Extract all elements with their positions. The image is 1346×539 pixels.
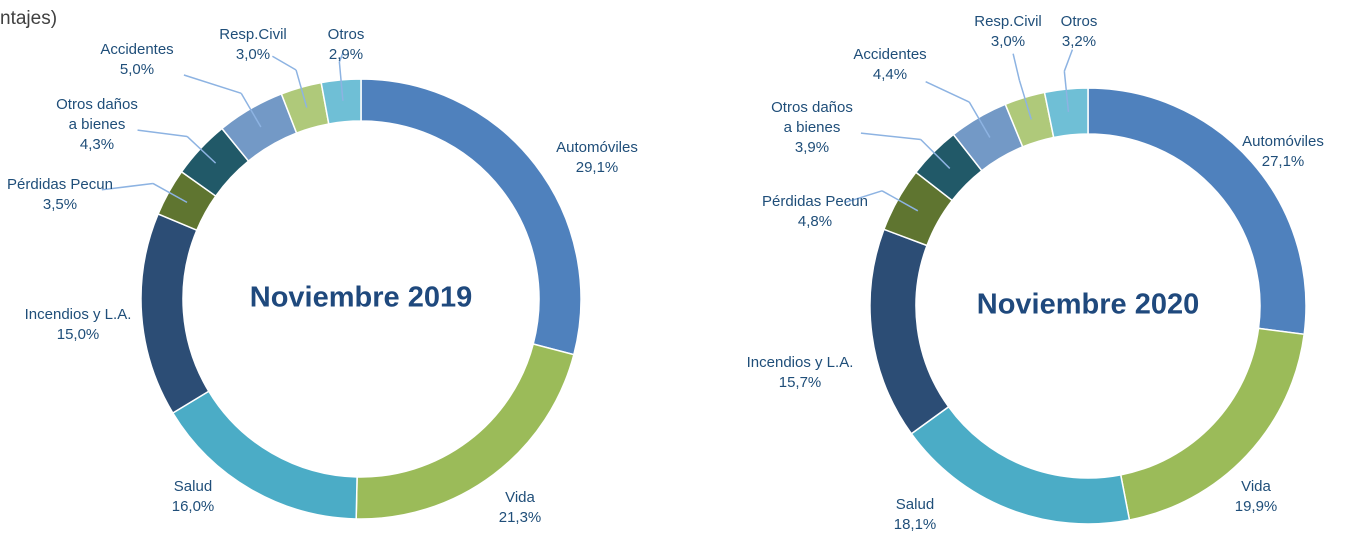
leader-line bbox=[240, 92, 262, 128]
slice-label: Automóviles 27,1% bbox=[1242, 132, 1324, 172]
slice-label: Incendios y L.A. 15,0% bbox=[25, 305, 132, 345]
value-label: 29,1% bbox=[575, 159, 619, 176]
leader-line bbox=[186, 135, 217, 164]
leader-line bbox=[881, 190, 919, 212]
value-label: 3,0% bbox=[990, 33, 1026, 50]
value-label: 27,1% bbox=[1261, 153, 1305, 170]
slice-label: Vida 19,9% bbox=[1235, 477, 1278, 517]
leader-line bbox=[338, 52, 344, 63]
category-label: Accidentes bbox=[100, 41, 174, 58]
value-label: 3,2% bbox=[1061, 33, 1097, 50]
value-label: 4,8% bbox=[797, 213, 833, 230]
leader-line bbox=[295, 69, 308, 108]
category-label: Salud bbox=[895, 496, 935, 513]
value-label: 3,5% bbox=[42, 196, 78, 213]
slice-label: Resp.Civil 3,0% bbox=[974, 12, 1042, 52]
slice-label: Accidentes 4,4% bbox=[853, 45, 926, 85]
leader-line bbox=[968, 101, 991, 138]
category-label: Incendios y L.A. bbox=[746, 354, 854, 371]
leader-line bbox=[920, 138, 951, 169]
leader-line bbox=[101, 182, 154, 191]
value-label: 15,0% bbox=[56, 326, 100, 343]
value-label: 2,9% bbox=[328, 46, 364, 63]
leader-line bbox=[137, 129, 188, 138]
category-label: Vida bbox=[1241, 478, 1271, 495]
slice bbox=[910, 405, 1131, 525]
slice-label: Otros daños a bienes 3,9% bbox=[766, 98, 858, 158]
subtitle: ntajes) bbox=[0, 8, 58, 29]
category-label: Pérdidas Pecun bbox=[762, 193, 868, 210]
value-label: 16,0% bbox=[171, 498, 215, 515]
category-label: Salud bbox=[173, 478, 213, 495]
slice-label: Pérdidas Pecun 3,5% bbox=[7, 175, 113, 215]
category-label: Automóviles bbox=[556, 139, 638, 156]
category-label: Otros bbox=[327, 26, 365, 43]
value-label: 3,0% bbox=[235, 46, 271, 63]
category-label: Resp.Civil bbox=[974, 13, 1042, 30]
category-label: Pérdidas Pecun bbox=[7, 176, 113, 193]
value-label: 19,9% bbox=[1234, 498, 1278, 515]
slice-label: Vida 21,3% bbox=[499, 488, 542, 528]
leader-line bbox=[1018, 79, 1033, 120]
leader-line bbox=[1012, 53, 1021, 81]
slice bbox=[320, 78, 362, 125]
slice-label: Automóviles 29,1% bbox=[556, 138, 638, 178]
category-label: Otros daños a bienes bbox=[771, 99, 853, 136]
leader-line bbox=[1063, 71, 1070, 113]
value-label: 5,0% bbox=[119, 61, 155, 78]
slice bbox=[869, 228, 950, 435]
leader-line bbox=[152, 182, 188, 204]
slice-label: Otros 2,9% bbox=[328, 25, 365, 65]
slice-label: Salud 16,0% bbox=[172, 477, 215, 517]
slice-label: Otros daños a bienes 4,3% bbox=[51, 95, 143, 155]
category-label: Resp.Civil bbox=[219, 26, 287, 43]
leader-line bbox=[338, 61, 344, 101]
value-label: 4,4% bbox=[872, 66, 908, 83]
slice bbox=[140, 212, 210, 414]
slice-label: Resp.Civil 3,0% bbox=[219, 25, 287, 65]
value-label: 4,3% bbox=[79, 136, 115, 153]
value-label: 3,9% bbox=[794, 139, 830, 156]
slice-label: Otros 3,2% bbox=[1061, 12, 1098, 52]
category-label: Otros daños a bienes bbox=[56, 96, 138, 133]
leader-line bbox=[844, 190, 883, 204]
value-label: 21,3% bbox=[498, 509, 542, 526]
leader-line bbox=[925, 80, 970, 103]
leader-line bbox=[272, 55, 297, 71]
value-label: 15,7% bbox=[778, 374, 822, 391]
slice-label: Pérdidas Pecun 4,8% bbox=[762, 192, 868, 232]
category-label: Vida bbox=[505, 489, 535, 506]
leader-line bbox=[183, 74, 242, 95]
category-label: Accidentes bbox=[853, 46, 927, 63]
leader-line bbox=[860, 132, 921, 141]
leader-line bbox=[1063, 49, 1074, 72]
slice-label: Salud 18,1% bbox=[894, 495, 937, 535]
slice-label: Accidentes 5,0% bbox=[100, 40, 173, 80]
category-label: Incendios y L.A. bbox=[24, 306, 132, 323]
category-label: Otros bbox=[1060, 13, 1098, 30]
value-label: 18,1% bbox=[893, 516, 937, 533]
chart-title: Noviembre 2019 bbox=[250, 282, 472, 314]
chart-title: Noviembre 2020 bbox=[977, 289, 1199, 321]
slice bbox=[1043, 87, 1089, 139]
category-label: Automóviles bbox=[1242, 133, 1324, 150]
slice-label: Incendios y L.A. 15,7% bbox=[747, 353, 854, 393]
